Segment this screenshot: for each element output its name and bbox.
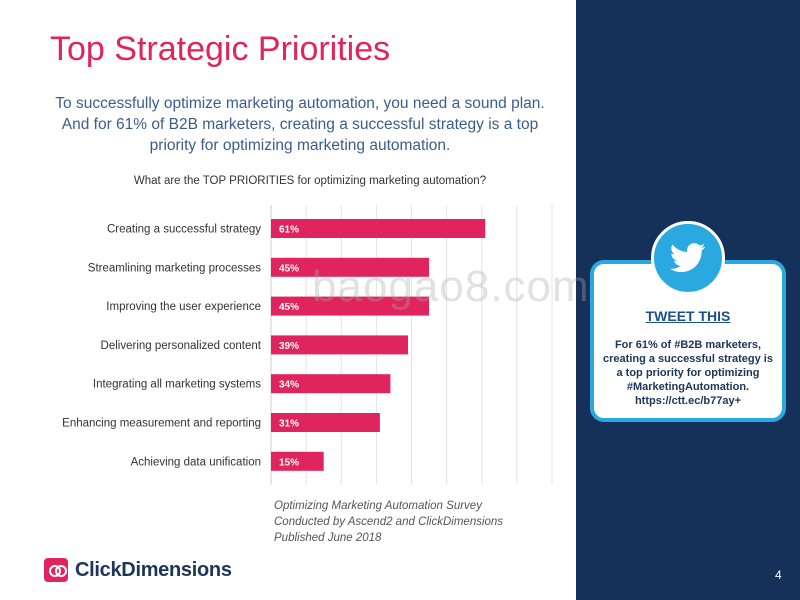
- slide-title: Top Strategic Priorities: [50, 30, 391, 68]
- data-label: 15%: [279, 457, 299, 468]
- slide-subtitle: To successfully optimize marketing autom…: [55, 95, 545, 154]
- category-label: Improving the user experience: [106, 301, 261, 313]
- data-label: 34%: [279, 380, 299, 391]
- twitter-bird-icon[interactable]: [651, 221, 725, 295]
- category-label: Creating a successful strategy: [107, 224, 261, 236]
- priorities-bar-chart: Creating a successful strategy 61% Streaml…: [62, 205, 553, 485]
- watermark: baogao8.com: [312, 262, 590, 311]
- category-label: Delivering personalized content: [101, 340, 262, 352]
- bar: [271, 296, 430, 316]
- data-label: 31%: [279, 419, 299, 430]
- tweet-this-link[interactable]: TWEET THIS: [645, 308, 731, 324]
- source-line: Published June 2018: [274, 532, 382, 544]
- logo-link-icon: [44, 558, 68, 582]
- bar: [271, 413, 380, 432]
- bar: [271, 374, 391, 394]
- source-line: Conducted by Ascend2 and ClickDimensions: [274, 516, 504, 528]
- logo-text: ClickDimensions: [75, 558, 232, 581]
- category-label: Achieving data unification: [131, 456, 261, 468]
- chart-question: What are the TOP PRIORITIES for optimizi…: [133, 175, 487, 187]
- data-label: 45%: [279, 263, 299, 274]
- category-label: Integrating all marketing systems: [93, 379, 261, 391]
- clickdimensions-logo: ClickDimensions: [44, 558, 232, 582]
- category-label: Enhancing measurement and reporting: [62, 418, 261, 430]
- tweet-body-text: For 61% of #B2B marketers, creating a su…: [603, 339, 773, 407]
- bar: [271, 335, 408, 355]
- twitter-bird-glyph: [670, 243, 706, 273]
- source-line: Optimizing Marketing Automation Survey: [274, 500, 482, 512]
- page-number: 4: [775, 568, 782, 582]
- data-label: 61%: [279, 225, 299, 236]
- bar: [271, 451, 324, 471]
- category-label: Streamlining marketing processes: [88, 262, 261, 274]
- data-label: 39%: [279, 341, 299, 352]
- bar: [271, 219, 486, 238]
- bar: [271, 257, 430, 277]
- source-note: Optimizing Marketing Automation Survey C…: [274, 498, 503, 546]
- data-label: 45%: [279, 302, 299, 313]
